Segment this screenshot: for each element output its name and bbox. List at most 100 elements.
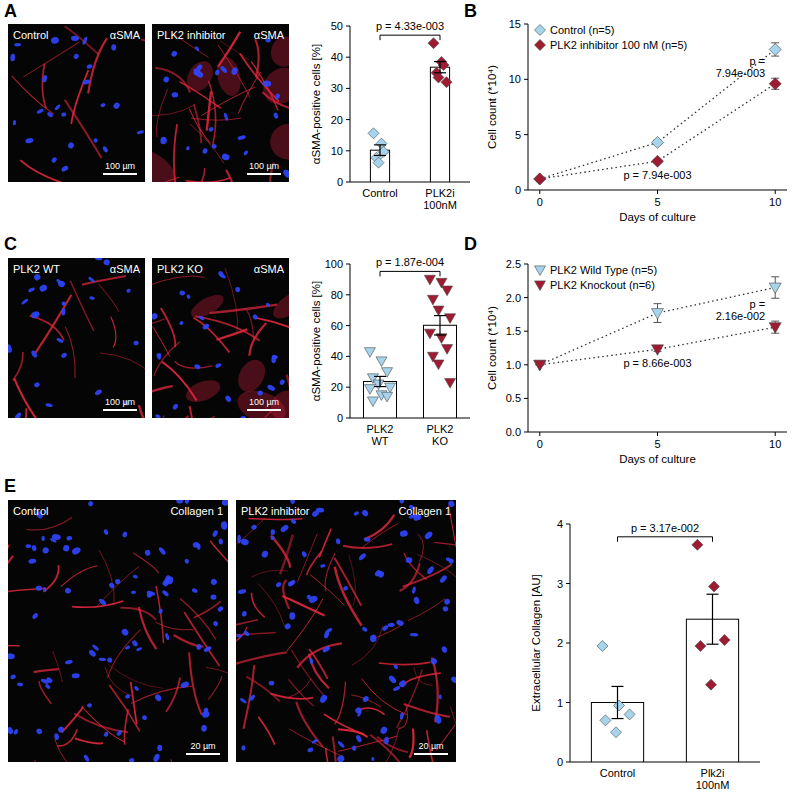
nucleus [31,545,37,552]
fiber [351,695,381,707]
x-tick-label: 10 [769,196,781,208]
y-axis [350,264,351,418]
cell-body [267,120,289,163]
nucleus [320,564,326,568]
data-point [769,323,781,334]
nucleus [133,685,139,691]
nucleus [379,725,388,735]
nucleus [426,565,435,575]
nucleus [362,695,370,703]
data-point [597,640,608,651]
nucleus [311,738,319,744]
fiber [25,408,27,418]
fiber [220,41,250,60]
x-tick-label: PLK2KO [427,423,454,447]
plot-area [10,26,145,182]
legend-label: Control (n=5) [550,24,615,36]
cell-body [183,376,223,407]
nucleus [36,586,43,591]
nucleus [13,120,17,126]
nucleus [131,591,136,594]
nucleus [221,153,230,161]
data-point [769,78,781,90]
nucleus [308,595,319,605]
error-cap [434,334,446,335]
fiber [65,327,75,378]
nucleus [67,141,75,149]
plot-area [236,500,456,762]
nucleus [44,683,51,689]
fiber [361,524,398,549]
nucleus [371,757,374,761]
x-tick-label: Control [600,767,635,779]
label-line: 7.94e-003 [716,67,766,79]
data-point [719,635,730,646]
error-cap [374,155,386,156]
y-tick-label: 0.0 [506,426,521,438]
fiber [335,682,346,725]
significance-bracket [380,271,440,276]
nucleus [184,558,190,564]
y-tick-label: 100 [325,258,343,270]
fiber [111,317,116,348]
nucleus [352,745,357,750]
fiber [252,593,265,618]
nucleus [197,543,201,549]
nucleus [28,558,37,564]
legend-marker [535,40,546,51]
error-cap [612,686,624,687]
error-bar [434,62,446,73]
plot-area [368,38,452,182]
plot-area [152,268,289,418]
fiber [166,416,214,418]
y-tick [346,182,350,183]
x-tick-label: Control [362,187,397,199]
nucleus [132,574,138,579]
nucleus [184,500,190,504]
nucleus [217,605,224,612]
x-tick [539,432,540,436]
nucleus [88,649,97,658]
y-tick-label: 2 [557,637,563,649]
fiber [141,40,145,71]
nucleus [21,298,29,305]
scale-bar [414,753,448,755]
nucleus [202,323,210,331]
nucleus [161,589,169,597]
error-cap [612,718,624,719]
nucleus [433,714,442,725]
nucleus [73,53,80,60]
series-line [540,49,775,178]
image-label: PLK2 KO [157,263,203,275]
nucleus [191,588,198,594]
y-tick-label: 3 [557,578,563,590]
data-point [424,329,435,339]
error-cap [771,321,779,322]
data-point [376,357,387,367]
data-point [611,727,622,738]
nucleus [25,137,34,144]
nucleus [265,302,271,307]
nucleus [126,288,132,293]
nucleus [95,258,103,261]
x-tick-label: Plk2i100nM [696,767,730,791]
micrograph [8,258,145,418]
nucleus [87,703,92,708]
nucleus [36,108,44,115]
nucleus [251,524,258,530]
nucleus [212,620,219,627]
y-tick [566,524,570,525]
micrograph [152,24,289,182]
data-point [441,77,452,88]
fiber [238,72,261,114]
data-point [614,700,625,711]
nucleus [215,362,222,368]
nucleus [160,136,167,144]
data-point [534,173,546,185]
nucleus [17,682,23,686]
nucleus [144,549,151,556]
fiber [194,104,201,143]
fiber [251,570,288,577]
nucleus [61,308,65,316]
nucleus [287,579,296,588]
